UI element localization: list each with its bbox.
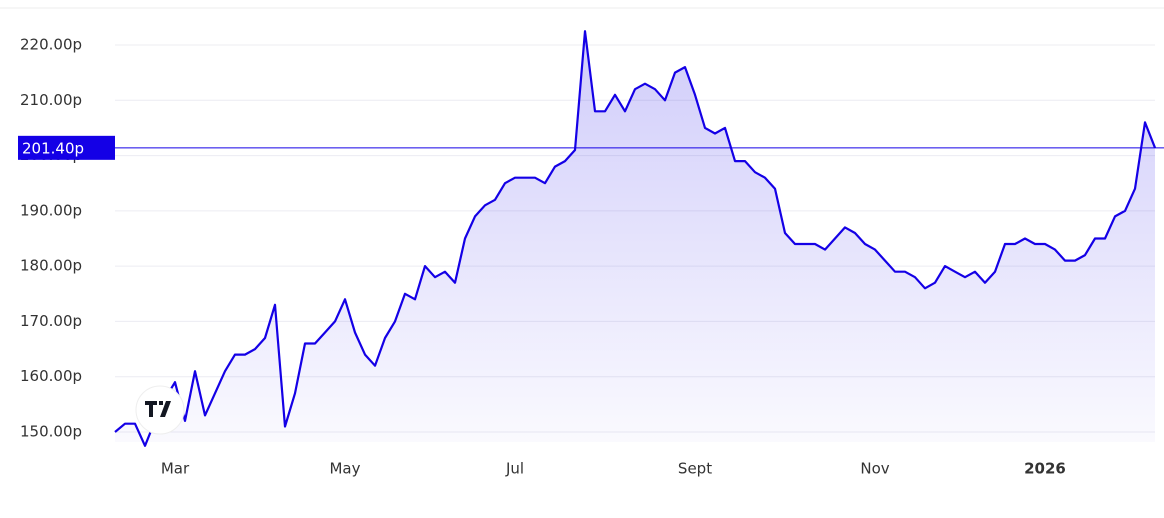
logo <box>135 385 185 435</box>
current-price-label: 201.40p <box>22 139 84 157</box>
x-tick-label: Sept <box>678 460 712 478</box>
y-tick-label: 210.00p <box>20 91 82 109</box>
current-price-box <box>18 135 115 160</box>
x-tick-label: May <box>329 460 360 478</box>
x-tick-label: 2026 <box>1024 460 1066 478</box>
y-tick-label: 180.00p <box>20 257 82 275</box>
x-tick-label: Nov <box>860 460 889 478</box>
y-tick-label: 150.00p <box>20 423 82 441</box>
x-tick-label: Jul <box>505 460 524 478</box>
x-tick-label: Mar <box>161 460 190 478</box>
y-tick-label: 220.00p <box>20 36 82 54</box>
logo-circle <box>135 385 185 435</box>
area <box>115 31 1155 446</box>
y-tick-label: 170.00p <box>20 312 82 330</box>
price-line <box>114 30 1157 447</box>
y-tick-label: 160.00p <box>20 367 82 385</box>
logo-mark <box>145 401 171 417</box>
y-tick-label: 190.00p <box>20 201 82 219</box>
